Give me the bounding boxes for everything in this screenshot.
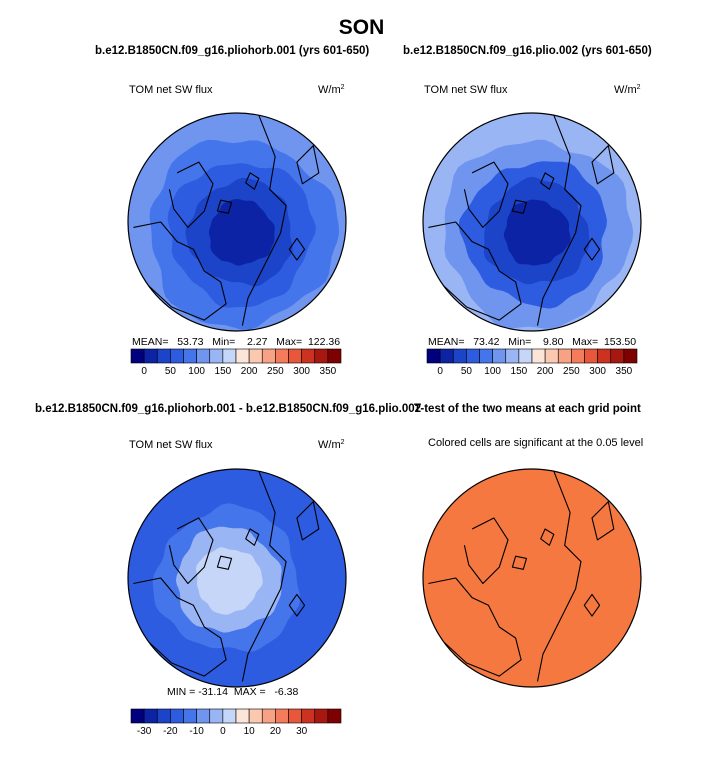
coastline	[591, 501, 615, 541]
coastline	[129, 577, 227, 677]
colorbar-tick-label: 20	[269, 726, 281, 737]
colorbar-cell	[327, 708, 342, 724]
colorbar-tick-label: 100	[484, 366, 501, 377]
map-border	[422, 468, 642, 688]
coastline	[245, 172, 260, 190]
map-border	[127, 468, 347, 688]
coastline	[424, 221, 522, 321]
coastline	[424, 577, 522, 677]
zone-polar-cap	[208, 199, 275, 266]
coastline	[463, 517, 509, 585]
colorbar-tick-label: -10	[189, 726, 204, 737]
colorbar-tick-label: 350	[319, 366, 337, 377]
coastline	[536, 470, 582, 682]
colorbar-tick-label: -20	[163, 726, 178, 737]
coastline	[288, 237, 306, 261]
colorbar-tick-label: 10	[243, 726, 255, 737]
panel-4-title: T-test of the two means at each grid poi…	[414, 403, 641, 415]
coastline	[583, 593, 601, 617]
coastline	[296, 145, 320, 185]
coastline	[129, 221, 227, 321]
panel-3-stats: MIN = -31.14 MAX = -6.38	[167, 686, 299, 698]
coastline	[245, 528, 260, 546]
colorbar-tick-label: 50	[164, 366, 176, 377]
colorbar-tick-label: 200	[240, 366, 258, 377]
colorbar-tick-label: 150	[510, 366, 528, 377]
panel-1-units: W/m2	[318, 84, 345, 96]
colorbar-tick-label: 50	[460, 366, 472, 377]
coastline	[296, 501, 320, 541]
coastline	[241, 470, 287, 682]
colorbar-tick-label: 30	[296, 726, 308, 737]
colorbar-tick-label: 0	[220, 726, 226, 737]
colorbar-tick-label: 200	[536, 366, 554, 377]
coastline	[168, 517, 214, 585]
coastline	[536, 114, 582, 326]
coastline	[216, 199, 233, 214]
colorbar-tick-label: 0	[141, 366, 147, 377]
colorbar-tick-label: 250	[267, 366, 284, 377]
zone-polar-cap	[195, 547, 263, 615]
colorbar-tick-label: 150	[214, 366, 232, 377]
panel-3-variable: TOM net SW flux	[129, 439, 213, 451]
colorbar-cell	[623, 348, 638, 364]
panel-1-variable: TOM net SW flux	[129, 84, 213, 96]
coastline	[168, 161, 214, 228]
coastline	[540, 528, 555, 546]
panel-2-units: W/m2	[614, 84, 641, 96]
colorbar-tick-label: 300	[589, 366, 606, 377]
colorbar-tick-label: 100	[188, 366, 205, 377]
coastline	[288, 593, 306, 617]
panel-1-stats: MEAN= 53.73 Min= 2.27 Max= 122.36	[132, 336, 341, 348]
colorbar-tick-label: 250	[563, 366, 580, 377]
colorbar-tick-label: 0	[437, 366, 443, 377]
coastline	[511, 199, 528, 214]
coastline	[241, 114, 287, 326]
panel-3-units: W/m2	[318, 439, 345, 451]
panel-2-variable: TOM net SW flux	[424, 84, 508, 96]
zone-polar-cap	[503, 199, 571, 266]
panel-4-subtitle: Colored cells are significant at the 0.0…	[428, 437, 644, 449]
colorbar-tick-label: -30	[136, 726, 152, 737]
panel-2-stats: MEAN= 73.42 Min= 9.80 Max= 153.50	[428, 336, 637, 348]
colorbar-tick-label: 350	[615, 366, 633, 377]
map-border	[127, 112, 347, 332]
coastline	[463, 161, 509, 228]
panel-3-title: b.e12.B1850CN.f09_g16.pliohorb.001 - b.e…	[35, 403, 422, 415]
coastline	[583, 237, 601, 261]
panel-2-title: b.e12.B1850CN.f09_g16.plio.002 (yrs 601-…	[403, 45, 652, 57]
coastline	[591, 145, 615, 185]
coastline	[511, 555, 528, 570]
map-border	[422, 112, 642, 332]
page-title: SON	[338, 16, 385, 39]
coastline	[216, 555, 233, 570]
colorbar-tick-label: 300	[293, 366, 310, 377]
panel-1-title: b.e12.B1850CN.f09_g16.pliohorb.001 (yrs …	[95, 45, 370, 57]
colorbar-cell	[327, 348, 342, 364]
coastline	[540, 172, 555, 190]
